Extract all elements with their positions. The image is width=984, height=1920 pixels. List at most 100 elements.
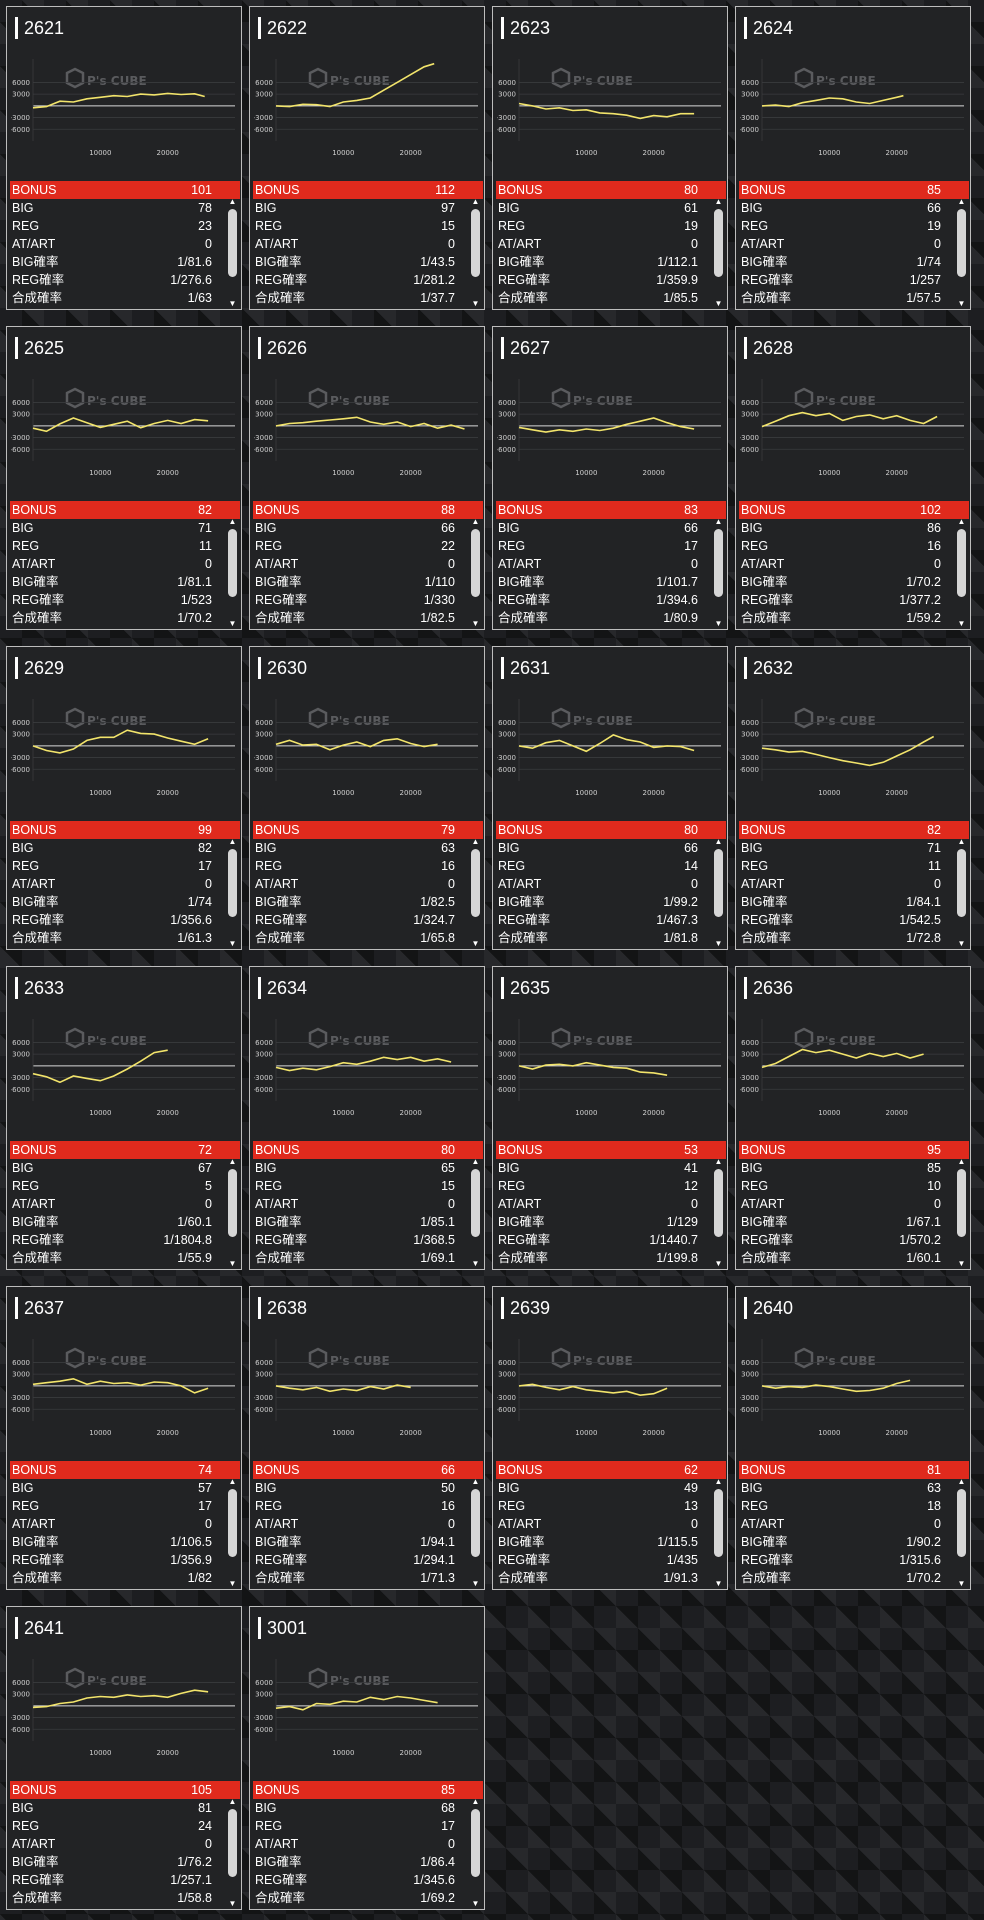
scroll-down-arrow-icon[interactable]: ▼ xyxy=(471,619,480,628)
stats-scrollbar[interactable]: ▲ ▼ xyxy=(226,837,239,948)
scroll-thumb[interactable] xyxy=(957,1489,966,1557)
scroll-down-arrow-icon[interactable]: ▼ xyxy=(471,299,480,308)
stats-scrollbar[interactable]: ▲ ▼ xyxy=(712,197,725,308)
stats-scrollbar[interactable]: ▲ ▼ xyxy=(226,1797,239,1908)
scroll-thumb[interactable] xyxy=(957,849,966,917)
scroll-thumb[interactable] xyxy=(714,1489,723,1557)
stats-scrollbar[interactable]: ▲ ▼ xyxy=(469,1797,482,1908)
stats-scrollbar[interactable]: ▲ ▼ xyxy=(469,1477,482,1588)
scroll-up-arrow-icon[interactable]: ▲ xyxy=(471,1797,480,1806)
scroll-down-arrow-icon[interactable]: ▼ xyxy=(714,619,723,628)
stats-scrollbar[interactable]: ▲ ▼ xyxy=(955,837,968,948)
scroll-thumb[interactable] xyxy=(228,1809,237,1877)
machine-card[interactable]: 3001 P's CUBE 6000 3000 -3000 -6000 10000 200… xyxy=(249,1606,485,1910)
scroll-up-arrow-icon[interactable]: ▲ xyxy=(957,837,966,846)
scroll-down-arrow-icon[interactable]: ▼ xyxy=(228,619,237,628)
stats-scrollbar[interactable]: ▲ ▼ xyxy=(469,1157,482,1268)
stats-scrollbar[interactable]: ▲ ▼ xyxy=(955,517,968,628)
machine-card[interactable]: 2639 P's CUBE 6000 3000 -3000 -6000 10000 200… xyxy=(492,1286,728,1590)
scroll-thumb[interactable] xyxy=(957,529,966,597)
stats-scrollbar[interactable]: ▲ ▼ xyxy=(712,1477,725,1588)
scroll-thumb[interactable] xyxy=(228,849,237,917)
scroll-up-arrow-icon[interactable]: ▲ xyxy=(228,1157,237,1166)
scroll-thumb[interactable] xyxy=(228,1489,237,1557)
stats-scrollbar[interactable]: ▲ ▼ xyxy=(226,197,239,308)
scroll-down-arrow-icon[interactable]: ▼ xyxy=(957,619,966,628)
scroll-down-arrow-icon[interactable]: ▼ xyxy=(228,299,237,308)
scroll-up-arrow-icon[interactable]: ▲ xyxy=(957,1157,966,1166)
scroll-up-arrow-icon[interactable]: ▲ xyxy=(228,1477,237,1486)
stats-scrollbar[interactable]: ▲ ▼ xyxy=(712,837,725,948)
scroll-up-arrow-icon[interactable]: ▲ xyxy=(714,1477,723,1486)
scroll-up-arrow-icon[interactable]: ▲ xyxy=(957,197,966,206)
stats-scrollbar[interactable]: ▲ ▼ xyxy=(469,517,482,628)
scroll-up-arrow-icon[interactable]: ▲ xyxy=(228,197,237,206)
scroll-up-arrow-icon[interactable]: ▲ xyxy=(471,517,480,526)
scroll-up-arrow-icon[interactable]: ▲ xyxy=(714,837,723,846)
machine-card[interactable]: 2631 P's CUBE 6000 3000 -3000 -6000 10000 200… xyxy=(492,646,728,950)
scroll-down-arrow-icon[interactable]: ▼ xyxy=(228,1899,237,1908)
machine-card[interactable]: 2627 P's CUBE 6000 3000 -3000 -6000 10000 200… xyxy=(492,326,728,630)
scroll-up-arrow-icon[interactable]: ▲ xyxy=(957,517,966,526)
machine-card[interactable]: 2629 P's CUBE 6000 3000 -3000 -6000 10000 200… xyxy=(6,646,242,950)
scroll-down-arrow-icon[interactable]: ▼ xyxy=(471,1899,480,1908)
scroll-down-arrow-icon[interactable]: ▼ xyxy=(957,299,966,308)
stats-scrollbar[interactable]: ▲ ▼ xyxy=(226,517,239,628)
scroll-thumb[interactable] xyxy=(471,1169,480,1237)
scroll-thumb[interactable] xyxy=(957,209,966,277)
machine-card[interactable]: 2634 P's CUBE 6000 3000 -3000 -6000 10000 200… xyxy=(249,966,485,1270)
scroll-up-arrow-icon[interactable]: ▲ xyxy=(471,837,480,846)
scroll-down-arrow-icon[interactable]: ▼ xyxy=(471,939,480,948)
scroll-up-arrow-icon[interactable]: ▲ xyxy=(471,1157,480,1166)
scroll-thumb[interactable] xyxy=(471,849,480,917)
machine-card[interactable]: 2624 P's CUBE 6000 3000 -3000 -6000 10000 200… xyxy=(735,6,971,310)
scroll-thumb[interactable] xyxy=(228,209,237,277)
scroll-thumb[interactable] xyxy=(228,529,237,597)
scroll-up-arrow-icon[interactable]: ▲ xyxy=(957,1477,966,1486)
machine-card[interactable]: 2638 P's CUBE 6000 3000 -3000 -6000 10000 200… xyxy=(249,1286,485,1590)
scroll-down-arrow-icon[interactable]: ▼ xyxy=(714,939,723,948)
scroll-thumb[interactable] xyxy=(714,849,723,917)
machine-card[interactable]: 2635 P's CUBE 6000 3000 -3000 -6000 10000 200… xyxy=(492,966,728,1270)
machine-card[interactable]: 2636 P's CUBE 6000 3000 -3000 -6000 10000 200… xyxy=(735,966,971,1270)
scroll-thumb[interactable] xyxy=(228,1169,237,1237)
scroll-down-arrow-icon[interactable]: ▼ xyxy=(228,1579,237,1588)
scroll-up-arrow-icon[interactable]: ▲ xyxy=(228,1797,237,1806)
machine-card[interactable]: 2632 P's CUBE 6000 3000 -3000 -6000 10000 200… xyxy=(735,646,971,950)
scroll-down-arrow-icon[interactable]: ▼ xyxy=(714,1579,723,1588)
machine-card[interactable]: 2621 P's CUBE 6000 3000 -3000 -6000 10000 200… xyxy=(6,6,242,310)
scroll-down-arrow-icon[interactable]: ▼ xyxy=(471,1259,480,1268)
machine-card[interactable]: 2630 P's CUBE 6000 3000 -3000 -6000 10000 200… xyxy=(249,646,485,950)
scroll-thumb[interactable] xyxy=(714,529,723,597)
machine-card[interactable]: 2641 P's CUBE 6000 3000 -3000 -6000 10000 200… xyxy=(6,1606,242,1910)
stats-scrollbar[interactable]: ▲ ▼ xyxy=(226,1157,239,1268)
scroll-up-arrow-icon[interactable]: ▲ xyxy=(228,837,237,846)
scroll-up-arrow-icon[interactable]: ▲ xyxy=(471,197,480,206)
scroll-down-arrow-icon[interactable]: ▼ xyxy=(471,1579,480,1588)
scroll-up-arrow-icon[interactable]: ▲ xyxy=(714,1157,723,1166)
scroll-up-arrow-icon[interactable]: ▲ xyxy=(714,197,723,206)
scroll-thumb[interactable] xyxy=(714,209,723,277)
stats-scrollbar[interactable]: ▲ ▼ xyxy=(712,1157,725,1268)
scroll-thumb[interactable] xyxy=(471,529,480,597)
machine-card[interactable]: 2622 P's CUBE 6000 3000 -3000 -6000 10000 200… xyxy=(249,6,485,310)
scroll-thumb[interactable] xyxy=(957,1169,966,1237)
stats-scrollbar[interactable]: ▲ ▼ xyxy=(226,1477,239,1588)
scroll-down-arrow-icon[interactable]: ▼ xyxy=(957,1579,966,1588)
scroll-thumb[interactable] xyxy=(714,1169,723,1237)
scroll-up-arrow-icon[interactable]: ▲ xyxy=(228,517,237,526)
scroll-down-arrow-icon[interactable]: ▼ xyxy=(714,299,723,308)
stats-scrollbar[interactable]: ▲ ▼ xyxy=(712,517,725,628)
stats-scrollbar[interactable]: ▲ ▼ xyxy=(955,1477,968,1588)
stats-scrollbar[interactable]: ▲ ▼ xyxy=(469,837,482,948)
machine-card[interactable]: 2640 P's CUBE 6000 3000 -3000 -6000 10000 200… xyxy=(735,1286,971,1590)
scroll-thumb[interactable] xyxy=(471,1809,480,1877)
machine-card[interactable]: 2625 P's CUBE 6000 3000 -3000 -6000 10000 200… xyxy=(6,326,242,630)
machine-card[interactable]: 2623 P's CUBE 6000 3000 -3000 -6000 10000 200… xyxy=(492,6,728,310)
scroll-up-arrow-icon[interactable]: ▲ xyxy=(471,1477,480,1486)
machine-card[interactable]: 2626 P's CUBE 6000 3000 -3000 -6000 10000 200… xyxy=(249,326,485,630)
scroll-down-arrow-icon[interactable]: ▼ xyxy=(228,939,237,948)
machine-card[interactable]: 2628 P's CUBE 6000 3000 -3000 -6000 10000 200… xyxy=(735,326,971,630)
machine-card[interactable]: 2637 P's CUBE 6000 3000 -3000 -6000 10000 200… xyxy=(6,1286,242,1590)
stats-scrollbar[interactable]: ▲ ▼ xyxy=(469,197,482,308)
